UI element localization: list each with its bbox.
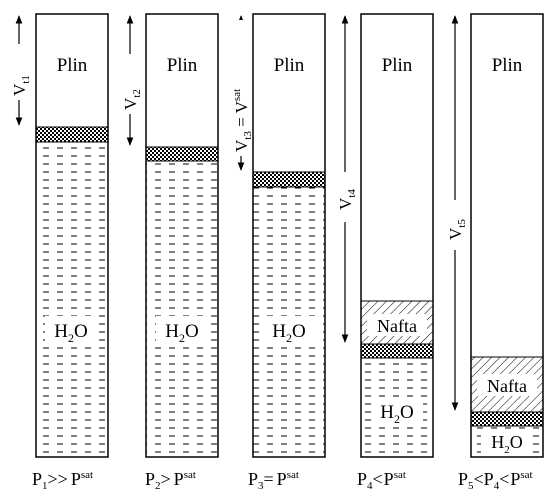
water-label: H2O: [272, 321, 305, 345]
oil-label: Nafta: [487, 376, 527, 396]
volume-label-box: [230, 20, 252, 156]
water-label: H2O: [165, 321, 198, 345]
cylinder-outline: [35, 13, 109, 458]
cylinder-outline: [252, 13, 326, 458]
cylinder-outline: [360, 13, 434, 458]
piston: [35, 126, 109, 143]
water-layer: [146, 161, 218, 457]
water-label-box: [156, 316, 208, 344]
pressure-label: P4<Psat: [357, 469, 406, 492]
piston: [360, 343, 434, 359]
volume-label: Vt4: [336, 189, 358, 210]
pressure-label: P5<P4<Psat: [458, 469, 533, 492]
gas-label: Plin: [167, 55, 198, 76]
volume-label: Vt5: [446, 219, 468, 240]
water-layer: [36, 142, 108, 457]
volume-label-box: [119, 54, 141, 114]
volume-label: Vt3 = Vsat: [231, 89, 254, 152]
pressure-label: P3= Psat: [248, 469, 299, 492]
volume-label-box: [334, 172, 356, 222]
cylinder-1: Plin H2O Vt1 P1>> Psat: [8, 13, 109, 492]
volume-label: Vt1: [10, 75, 32, 96]
volume-label-box: [444, 200, 466, 250]
cylinder-2: Plin H2O Vt2 P2> Psat: [119, 13, 219, 492]
gas-label: Plin: [492, 55, 523, 76]
oil-label-box: [477, 374, 537, 396]
oil-label: Nafta: [377, 316, 417, 336]
cylinder-3: Plin H2O Vt3 = Vsat P3= Psat: [230, 13, 326, 492]
water-label-box: [481, 431, 533, 455]
water-label-box: [45, 316, 97, 344]
gas-label: Plin: [382, 55, 413, 76]
piston: [145, 146, 219, 162]
water-label: H2O: [54, 321, 87, 345]
gas-label: Plin: [57, 55, 88, 76]
piston: [252, 171, 326, 188]
water-label: H2O: [491, 432, 523, 456]
volume-label-box: [8, 44, 30, 100]
water-label: H2O: [380, 402, 413, 426]
volume-label: Vt2: [121, 89, 143, 110]
pressure-label: P2> Psat: [145, 469, 196, 492]
cylinder-5: Plin Nafta H2O Vt5 P5<P4<Psat: [444, 13, 544, 492]
piston: [470, 411, 544, 427]
cylinder-outline: [470, 13, 544, 458]
gas-label: Plin: [274, 55, 305, 76]
water-label-box: [263, 316, 315, 344]
pressure-label: P1>> Psat: [32, 469, 93, 492]
oil-label-box: [367, 314, 427, 336]
cylinder-outline: [145, 13, 219, 458]
cylinder-4: Plin Nafta H2O Vt4 P4<Psat: [334, 13, 434, 492]
water-label-box: [371, 398, 423, 426]
